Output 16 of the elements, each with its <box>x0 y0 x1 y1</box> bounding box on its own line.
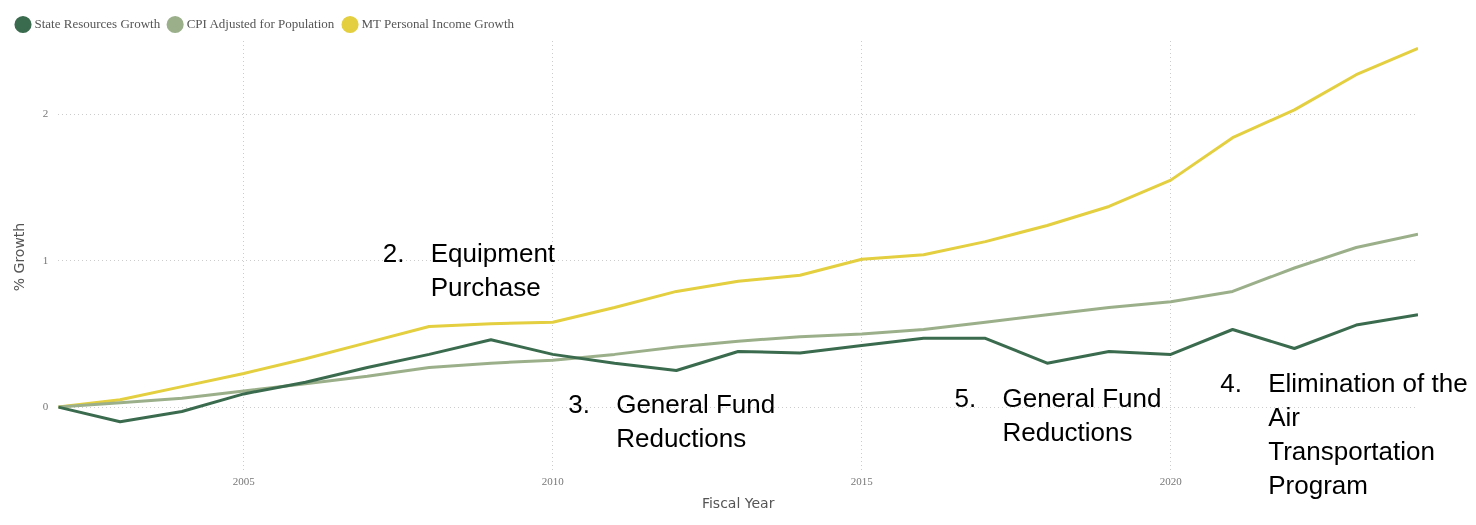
y-axis-title: % Growth <box>11 222 28 292</box>
x-tick-label: 2005 <box>232 475 256 488</box>
annotation: 5. General Fund Reductions <box>954 382 1162 447</box>
x-axis-title: Fiscal Year <box>701 495 775 512</box>
y-tick-label: 2 <box>42 107 49 120</box>
annotation: 3. General Fund Reductions <box>568 388 776 453</box>
x-tick-label: 2020 <box>1159 475 1183 488</box>
legend-label: State Resources Growth <box>34 15 161 31</box>
legend-label: CPI Adjusted for Population <box>186 15 335 31</box>
x-tick-label: 2010 <box>541 475 565 488</box>
annotation: 4. Elimination of the Air Transportation Program <box>1220 368 1468 501</box>
y-tick-label: 0 <box>42 399 49 412</box>
annotation: 2. Equipment Purchase <box>382 237 556 302</box>
y-tick-label: 1 <box>42 253 49 266</box>
x-tick-label: 2015 <box>850 475 874 488</box>
legend-label: MT Personal Income Growth <box>361 15 515 31</box>
